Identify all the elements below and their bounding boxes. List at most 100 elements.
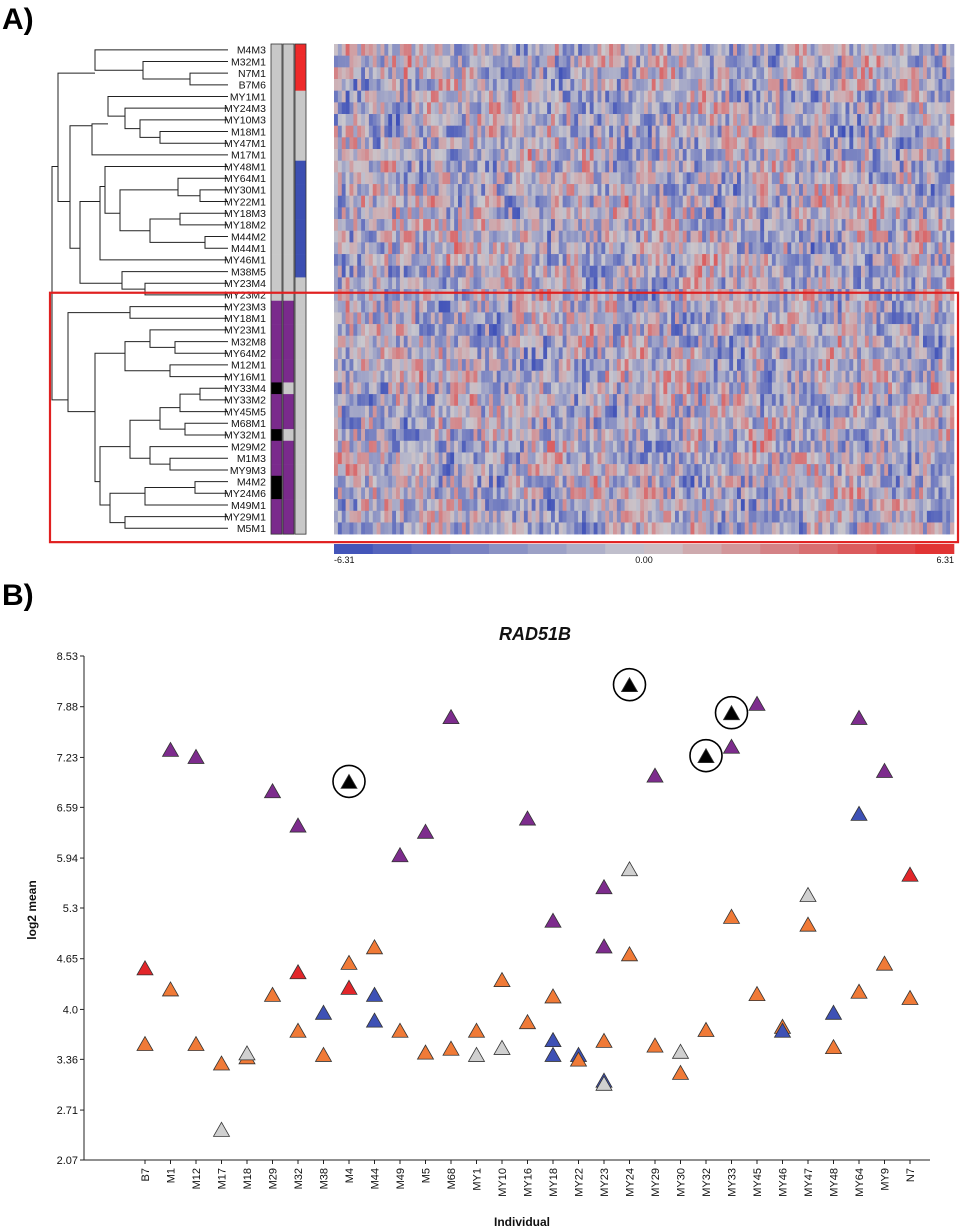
heatmap-cell <box>640 114 645 126</box>
heatmap-cell <box>434 230 439 243</box>
heatmap-cell <box>938 289 943 302</box>
heatmap-cell <box>702 79 707 91</box>
heatmap-cell <box>706 324 711 337</box>
heatmap-cell <box>857 265 862 278</box>
heatmap-cell <box>539 55 544 68</box>
heatmap-cell <box>531 207 536 220</box>
heatmap-cell <box>609 359 614 372</box>
heatmap-cell <box>543 289 548 302</box>
heatmap-cell <box>520 370 525 383</box>
heatmap-cell <box>857 300 862 313</box>
heatmap-cell <box>454 312 459 325</box>
heatmap-cell <box>632 114 637 126</box>
heatmap-cell <box>655 125 660 138</box>
heatmap-cell <box>384 230 389 243</box>
heatmap-cell <box>357 195 362 208</box>
heatmap-cell <box>938 44 943 56</box>
heatmap-cell <box>729 382 734 395</box>
heatmap-cell <box>806 114 811 126</box>
heatmap-cell <box>430 254 436 267</box>
heatmap-cell <box>624 79 629 91</box>
heatmap-cell <box>562 90 567 103</box>
heatmap-cell <box>539 219 544 232</box>
heatmap-cell <box>822 44 827 56</box>
heatmap-cell <box>760 242 765 255</box>
heatmap-cell <box>512 254 517 267</box>
heatmap-cell <box>682 312 687 325</box>
heatmap-cell <box>489 149 494 161</box>
heatmap-cell <box>895 114 901 126</box>
heatmap-cell <box>709 300 715 313</box>
heatmap-cell <box>810 114 815 126</box>
heatmap-cell <box>411 289 416 302</box>
heatmap-cell <box>930 277 935 290</box>
heatmap-cell <box>485 55 490 68</box>
heatmap-cell <box>500 55 505 68</box>
heatmap-cell <box>709 90 715 103</box>
heatmap-cell <box>915 125 920 138</box>
heatmap-cell <box>764 242 769 255</box>
heatmap-cell <box>725 184 730 197</box>
heatmap-cell <box>423 265 428 278</box>
heatmap-cell <box>868 335 873 348</box>
heatmap-cell <box>810 277 815 290</box>
heatmap-cell <box>872 79 877 91</box>
heatmap-cell <box>744 207 749 220</box>
heatmap-cell <box>923 242 928 255</box>
heatmap-cell <box>558 230 563 243</box>
heatmap-cell <box>659 184 664 197</box>
heatmap-cell <box>647 347 653 360</box>
heatmap-cell <box>892 137 897 150</box>
heatmap-cell <box>663 149 668 161</box>
heatmap-cell <box>415 79 420 91</box>
heatmap-cell <box>357 44 362 56</box>
heatmap-cell <box>512 44 517 56</box>
dendrogram-branch <box>129 419 160 459</box>
heatmap-cell <box>392 300 397 313</box>
heatmap-cell <box>450 125 455 138</box>
heatmap-cell <box>434 172 439 185</box>
heatmap-cell <box>744 55 749 68</box>
annotation-column-border <box>282 43 295 535</box>
heatmap-cell <box>667 219 672 232</box>
heatmap-cell <box>667 289 672 302</box>
heatmap-cell <box>682 324 687 337</box>
heatmap-cell <box>454 67 459 80</box>
heatmap-cell <box>647 335 653 348</box>
heatmap-cell <box>895 149 901 161</box>
heatmap-cell <box>353 79 358 91</box>
heatmap-cell <box>682 359 687 372</box>
heatmap-cell <box>504 55 509 68</box>
heatmap-cell <box>663 335 668 348</box>
heatmap-cell <box>655 370 660 383</box>
heatmap-cell <box>888 79 893 91</box>
heatmap-cell <box>923 102 928 115</box>
heatmap-cell <box>632 359 637 372</box>
heatmap-cell <box>539 347 544 360</box>
heatmap-cell <box>465 207 470 220</box>
heatmap-cell <box>392 160 397 173</box>
heatmap-cell <box>919 114 924 126</box>
heatmap-cell <box>849 90 854 103</box>
heatmap-cell <box>554 207 560 220</box>
heatmap-cell <box>334 149 339 161</box>
heatmap-cell <box>399 289 405 302</box>
heatmap-cell <box>926 55 932 68</box>
heatmap-cell <box>744 114 749 126</box>
heatmap-cell <box>822 67 827 80</box>
heatmap-cell <box>919 125 924 138</box>
heatmap-cell <box>690 149 695 161</box>
heatmap-cell <box>841 44 846 56</box>
heatmap-cell <box>566 114 571 126</box>
heatmap-cell <box>752 67 757 80</box>
heatmap-cell <box>663 195 668 208</box>
annotation-cell <box>283 277 294 290</box>
heatmap-cell <box>562 195 567 208</box>
heatmap-cell <box>709 207 715 220</box>
heatmap-cell <box>841 289 846 302</box>
heatmap-cell <box>861 55 866 68</box>
heatmap-cell <box>682 254 687 267</box>
heatmap-cell <box>814 382 819 395</box>
heatmap-cell <box>709 359 715 372</box>
heatmap-cell <box>888 347 893 360</box>
